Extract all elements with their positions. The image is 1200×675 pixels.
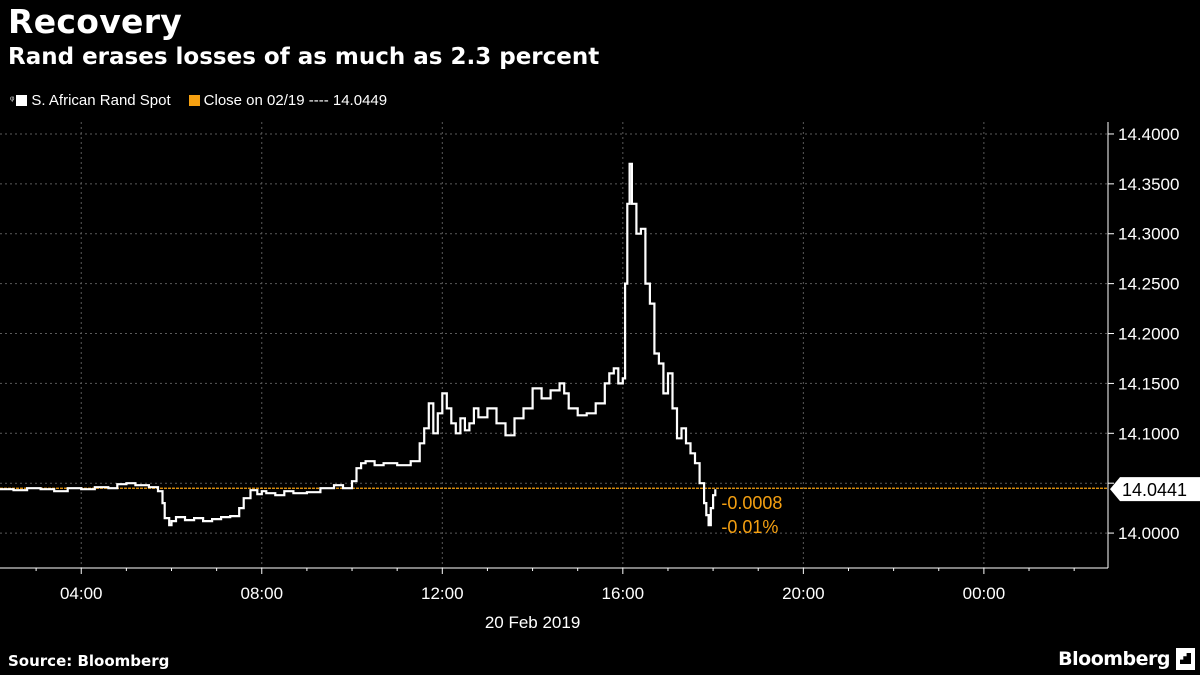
y-tick-label: 14.3500 [1118, 175, 1179, 194]
x-tick-label: 08:00 [240, 584, 283, 603]
legend-label-close: Close on 02/19 ---- 14.0449 [203, 92, 388, 109]
legend-label-series: S. African Rand Spot [31, 92, 171, 109]
legend-swatch-close [188, 95, 200, 106]
last-value-tag [1110, 477, 1200, 502]
x-tick-label: 16:00 [602, 584, 645, 603]
x-tick-label: 20:00 [782, 584, 825, 603]
bloomberg-logo-icon [1176, 648, 1195, 670]
y-tick-label: 14.3000 [1118, 225, 1179, 244]
y-tick-label: 14.4000 [1118, 125, 1179, 144]
chart-subtitle: Rand erases losses of as much as 2.3 per… [8, 44, 600, 70]
y-tick-label: 14.2000 [1118, 325, 1179, 344]
legend: ᵠ S. African Rand Spot Close on 02/19 --… [10, 92, 387, 109]
y-tick-label: 14.0000 [1118, 524, 1179, 543]
x-date-label: 20 Feb 2019 [485, 613, 580, 632]
brand-wordmark: Bloomberg [1058, 648, 1170, 670]
change-abs-label: -0.0008 [721, 493, 782, 513]
chart-title: Recovery [8, 2, 183, 41]
x-tick-label: 00:00 [963, 584, 1006, 603]
bar-tick-icon: ᵠ [10, 95, 15, 106]
y-tick-label: 14.2500 [1118, 275, 1179, 294]
change-pct-label: -0.01% [721, 517, 778, 537]
source-note: Source: Bloomberg [8, 652, 170, 670]
x-tick-label: 04:00 [60, 584, 103, 603]
y-tick-label: 14.1000 [1118, 424, 1179, 443]
y-tick-label: 14.1500 [1118, 374, 1179, 393]
rand-spot-series-line [0, 162, 717, 527]
x-tick-label: 12:00 [421, 584, 464, 603]
legend-swatch-series [16, 95, 28, 106]
last-value-label: 14.0441 [1122, 480, 1187, 500]
